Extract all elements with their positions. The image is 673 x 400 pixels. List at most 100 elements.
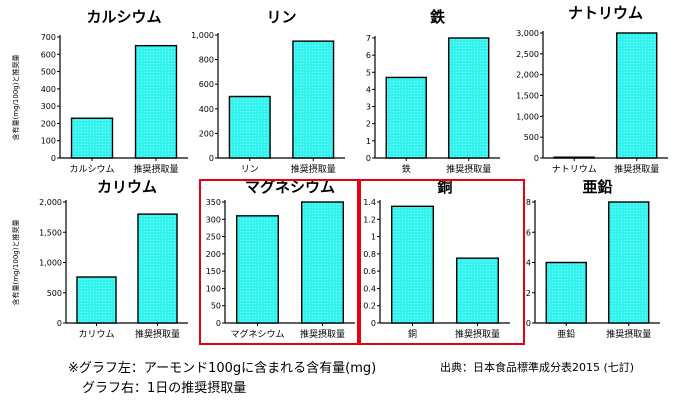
chart-6-y-tick-label: 50 xyxy=(211,302,221,311)
chart-4-y-tick-label: 500 xyxy=(524,133,539,142)
chart-1-y-tick-label: 400 xyxy=(41,85,56,94)
chart-7-y-tick-label: 1.4 xyxy=(363,198,376,207)
chart-4-y-tick-label: 1,500 xyxy=(516,92,539,101)
chart-6-y-tick-label: 150 xyxy=(206,267,221,276)
chart-7-category-label: 推奨摂取量 xyxy=(455,328,500,340)
copper-highlight-box xyxy=(359,179,525,345)
chart-6-bar-recommended-intake xyxy=(301,201,345,324)
chart-7-y-tick-label: 0.4 xyxy=(363,284,376,293)
chart-7-y-tick-label: 1 xyxy=(371,233,376,242)
chart-5-title: カリウム xyxy=(97,178,157,196)
chart-2-title: リン xyxy=(266,8,296,26)
chart-1-bar-recommended-intake xyxy=(134,44,178,159)
chart-2-y-tick-label: 400 xyxy=(199,105,214,114)
chart-5-y-axis-label: 含有量(mg/100g)と推奨量 xyxy=(11,220,20,306)
chart-3-category-label: 推奨摂取量 xyxy=(446,163,491,175)
chart-6-category-label: マグネシウム xyxy=(230,328,284,340)
chart-2-category-label: リン xyxy=(241,165,259,175)
chart-4-bar-recommended-intake xyxy=(616,32,658,159)
note-line-1: ※グラフ左：アーモンド100gに含まれる含有量(mg) xyxy=(68,361,377,376)
source-citation: 出典：日本食品標準成分表2015 (七訂) xyxy=(440,361,635,374)
chart-4-bar-almond-content xyxy=(553,156,595,159)
chart-1-y-tick-label: 500 xyxy=(41,68,56,77)
chart-5-bar-almond-content xyxy=(76,276,117,324)
chart-6-category-label: 推奨摂取量 xyxy=(300,328,345,340)
chart-2-bar-almond-content xyxy=(228,95,271,159)
chart-8-y-tick-label: 4 xyxy=(526,259,531,268)
chart-3-y-tick-label: 2 xyxy=(366,120,371,129)
chart-7-category-label: 銅 xyxy=(408,328,417,340)
magnesium-highlight-box xyxy=(199,179,359,345)
chart-2-y-tick-label: 200 xyxy=(199,129,214,138)
chart-8-title: 亜鉛 xyxy=(582,178,612,196)
chart-8-category-label: 推奨摂取量 xyxy=(606,328,651,340)
chart-5-y-tick-label: 2,000 xyxy=(39,198,62,207)
chart-4-category-label: 推奨摂取量 xyxy=(614,163,659,175)
chart-7-y-tick-label: 0.2 xyxy=(363,302,376,311)
chart-1-y-axis-label: 含有量(mg/100g)と推奨量 xyxy=(11,55,20,141)
chart-2-y-tick-label: 600 xyxy=(199,80,214,89)
chart-1-y-tick-label: 700 xyxy=(41,33,56,42)
chart-5-category-label: カリウム xyxy=(78,329,114,340)
chart-4-y-tick-label: 1,000 xyxy=(516,112,539,121)
chart-8-bar-almond-content xyxy=(545,261,587,324)
chart-1-y-tick-label: 300 xyxy=(41,102,56,111)
chart-8-y-tick-label: 0 xyxy=(526,319,531,328)
chart-2-bar-recommended-intake xyxy=(292,40,335,159)
chart-3-y-tick-label: 3 xyxy=(366,103,371,112)
chart-2-category-label: 推奨摂取量 xyxy=(291,163,336,175)
chart-3-y-tick-label: 0 xyxy=(366,154,371,163)
chart-1-category-label: 推奨摂取量 xyxy=(133,163,178,175)
chart-8-category-label: 亜鉛 xyxy=(557,328,575,340)
chart-6-y-tick-label: 250 xyxy=(206,233,221,242)
chart-3-y-tick-label: 1 xyxy=(366,137,371,146)
chart-3-y-tick-label: 5 xyxy=(366,68,371,77)
chart-8-y-tick-label: 8 xyxy=(526,198,531,207)
chart-6-y-tick-label: 100 xyxy=(206,284,221,293)
chart-4-y-tick-label: 2,500 xyxy=(516,50,539,59)
note-line-2: グラフ右：1日の推奨摂取量 xyxy=(82,381,247,396)
chart-1-y-tick-label: 200 xyxy=(41,119,56,128)
chart-4-title: ナトリウム xyxy=(568,4,643,22)
chart-1-y-tick-label: 600 xyxy=(41,50,56,59)
chart-6-title: マグネシウム xyxy=(245,178,335,196)
chart-7-y-tick-label: 0 xyxy=(371,319,376,328)
chart-6-y-tick-label: 350 xyxy=(206,198,221,207)
chart-4-y-tick-label: 3,000 xyxy=(516,29,539,38)
chart-3-y-tick-label: 6 xyxy=(366,51,371,60)
chart-1-bar-almond-content xyxy=(70,117,114,159)
chart-1-title: カルシウム xyxy=(86,8,161,26)
chart-2-y-tick-label: 0 xyxy=(209,154,214,163)
chart-3-title: 鉄 xyxy=(430,8,445,26)
chart-3-category-label: 鉄 xyxy=(402,163,411,175)
chart-8-y-tick-label: 6 xyxy=(526,228,531,237)
chart-4-category-label: ナトリウム xyxy=(552,164,597,175)
chart-8-y-tick-label: 2 xyxy=(526,289,531,298)
chart-3-y-tick-label: 4 xyxy=(366,85,371,94)
chart-5-y-tick-label: 1,500 xyxy=(39,228,62,237)
chart-6-y-tick-label: 300 xyxy=(206,215,221,224)
chart-4-y-tick-label: 2,000 xyxy=(516,71,539,80)
chart-4-y-tick-label: 0 xyxy=(534,154,539,163)
chart-5-category-label: 推奨摂取量 xyxy=(135,328,180,340)
chart-2-y-tick-label: 800 xyxy=(199,56,214,65)
chart-7-y-tick-label: 1.2 xyxy=(363,215,376,224)
chart-7-title: 銅 xyxy=(437,178,452,196)
chart-7-y-tick-label: 0.8 xyxy=(363,250,376,259)
chart-6-y-tick-label: 0 xyxy=(216,319,221,328)
chart-2-y-tick-label: 1,000 xyxy=(191,31,214,40)
chart-8-bar-recommended-intake xyxy=(608,201,650,324)
chart-3-bar-almond-content xyxy=(385,76,427,159)
chart-3-bar-recommended-intake xyxy=(448,37,490,159)
chart-5-bar-recommended-intake xyxy=(137,213,178,324)
chart-3-y-tick-label: 7 xyxy=(366,34,371,43)
chart-5-y-tick-label: 500 xyxy=(47,289,62,298)
chart-1-y-tick-label: 100 xyxy=(41,137,56,146)
chart-1-category-label: カルシウム xyxy=(69,164,114,175)
chart-6-y-tick-label: 200 xyxy=(206,250,221,259)
chart-5-y-tick-label: 1,000 xyxy=(39,259,62,268)
chart-7-y-tick-label: 0.6 xyxy=(363,267,376,276)
chart-7-bar-almond-content xyxy=(391,205,435,324)
chart-5-y-tick-label: 0 xyxy=(57,319,62,328)
